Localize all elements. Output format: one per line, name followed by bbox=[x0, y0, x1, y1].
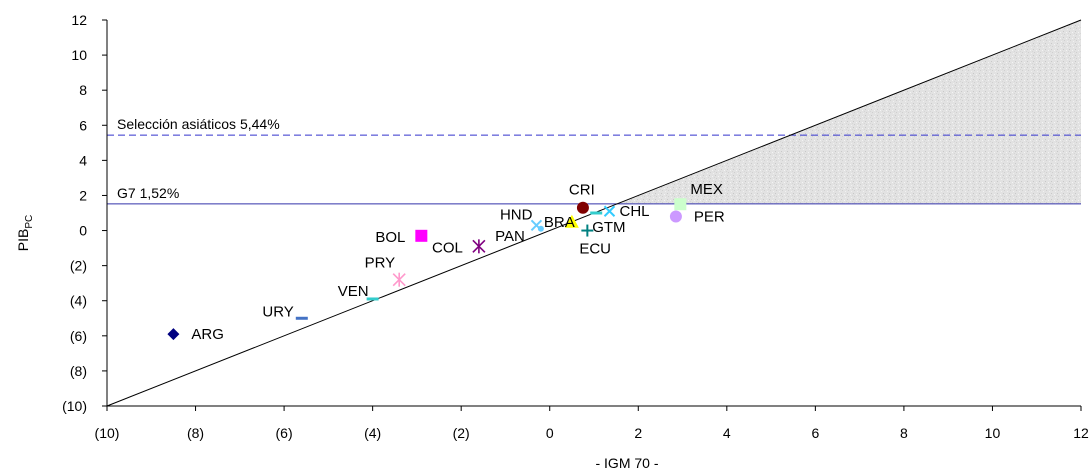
x-tick-label: 8 bbox=[900, 425, 908, 441]
marker-diamond bbox=[167, 328, 180, 341]
point-label: URY bbox=[262, 303, 293, 320]
y-tick-label: (10) bbox=[62, 398, 87, 414]
x-tick-label: (10) bbox=[95, 425, 120, 441]
x-tick-label: (6) bbox=[276, 425, 293, 441]
point-pry: PRY bbox=[365, 255, 406, 287]
y-tick-label: (8) bbox=[70, 363, 87, 379]
x-tick-label: 12 bbox=[1073, 425, 1089, 441]
x-tick-label: 6 bbox=[811, 425, 819, 441]
point-label: CRI bbox=[569, 182, 595, 199]
point-label: MEX bbox=[690, 181, 723, 198]
x-tick-label: 0 bbox=[546, 425, 554, 441]
point-cri: CRI bbox=[569, 182, 595, 214]
point-pan: PAN bbox=[495, 225, 544, 245]
marker-x-b bbox=[530, 219, 543, 231]
y-tick-label: 0 bbox=[79, 223, 87, 239]
point-col: COL bbox=[432, 239, 486, 256]
y-axis-title: PIBPC bbox=[15, 215, 35, 251]
point-label: PER bbox=[694, 209, 725, 226]
point-arg: ARG bbox=[167, 326, 224, 343]
marker-x-b bbox=[603, 205, 616, 217]
point-label: GTM bbox=[592, 219, 625, 236]
x-tick-label: (4) bbox=[364, 425, 381, 441]
y-tick-label: (6) bbox=[70, 328, 87, 344]
y-tick-label: 4 bbox=[79, 152, 87, 168]
y-tick-label: (2) bbox=[70, 258, 87, 274]
y-tick-label: 12 bbox=[71, 12, 87, 28]
y-axis-title-main: PIB bbox=[15, 229, 31, 252]
point-label: COL bbox=[432, 239, 463, 256]
x-tick-label: (8) bbox=[187, 425, 204, 441]
point-ury: URY bbox=[262, 303, 308, 320]
y-tick-label: 8 bbox=[79, 82, 87, 98]
point-label: VEN bbox=[338, 283, 369, 300]
x-tick-label: 10 bbox=[985, 425, 1001, 441]
marker-dot bbox=[537, 225, 544, 232]
point-label: BRA bbox=[544, 214, 575, 231]
x-tick-label: 2 bbox=[634, 425, 642, 441]
x-tick-label: (2) bbox=[453, 425, 470, 441]
y-axis-title-sub: PC bbox=[24, 215, 35, 229]
point-chl: CHL bbox=[603, 203, 650, 220]
marker-circle bbox=[669, 210, 682, 223]
point-label: ECU bbox=[579, 241, 611, 258]
marker-triangle bbox=[564, 214, 579, 228]
reference-line-label: Selección asiáticos 5,44% bbox=[117, 116, 280, 132]
marker-circle bbox=[576, 201, 589, 214]
point-label: ARG bbox=[191, 326, 224, 343]
y-tick-label: 6 bbox=[79, 117, 87, 133]
point-label: BOL bbox=[375, 229, 405, 246]
point-label: HND bbox=[500, 206, 533, 223]
x-axis-title: - IGM 70 - bbox=[595, 455, 658, 471]
point-gtm: GTM bbox=[590, 211, 626, 236]
point-hnd: HND bbox=[500, 206, 543, 231]
marker-square bbox=[415, 229, 428, 242]
point-label: PRY bbox=[365, 255, 396, 272]
point-label: CHL bbox=[619, 203, 649, 220]
x-tick-label: 4 bbox=[723, 425, 731, 441]
point-label: PAN bbox=[495, 228, 525, 245]
point-per: PER bbox=[669, 209, 725, 226]
y-tick-label: 10 bbox=[71, 47, 87, 63]
reference-line-label: G7 1,52% bbox=[117, 185, 179, 201]
point-bra: BRA bbox=[544, 214, 579, 231]
y-tick-label: 2 bbox=[79, 187, 87, 203]
point-bol: BOL bbox=[375, 229, 428, 246]
y-tick-label: (4) bbox=[70, 293, 87, 309]
point-ecu: ECU bbox=[579, 224, 611, 258]
point-mex: MEX bbox=[674, 181, 723, 211]
point-ven: VEN bbox=[338, 283, 379, 301]
marker-square bbox=[674, 198, 687, 211]
